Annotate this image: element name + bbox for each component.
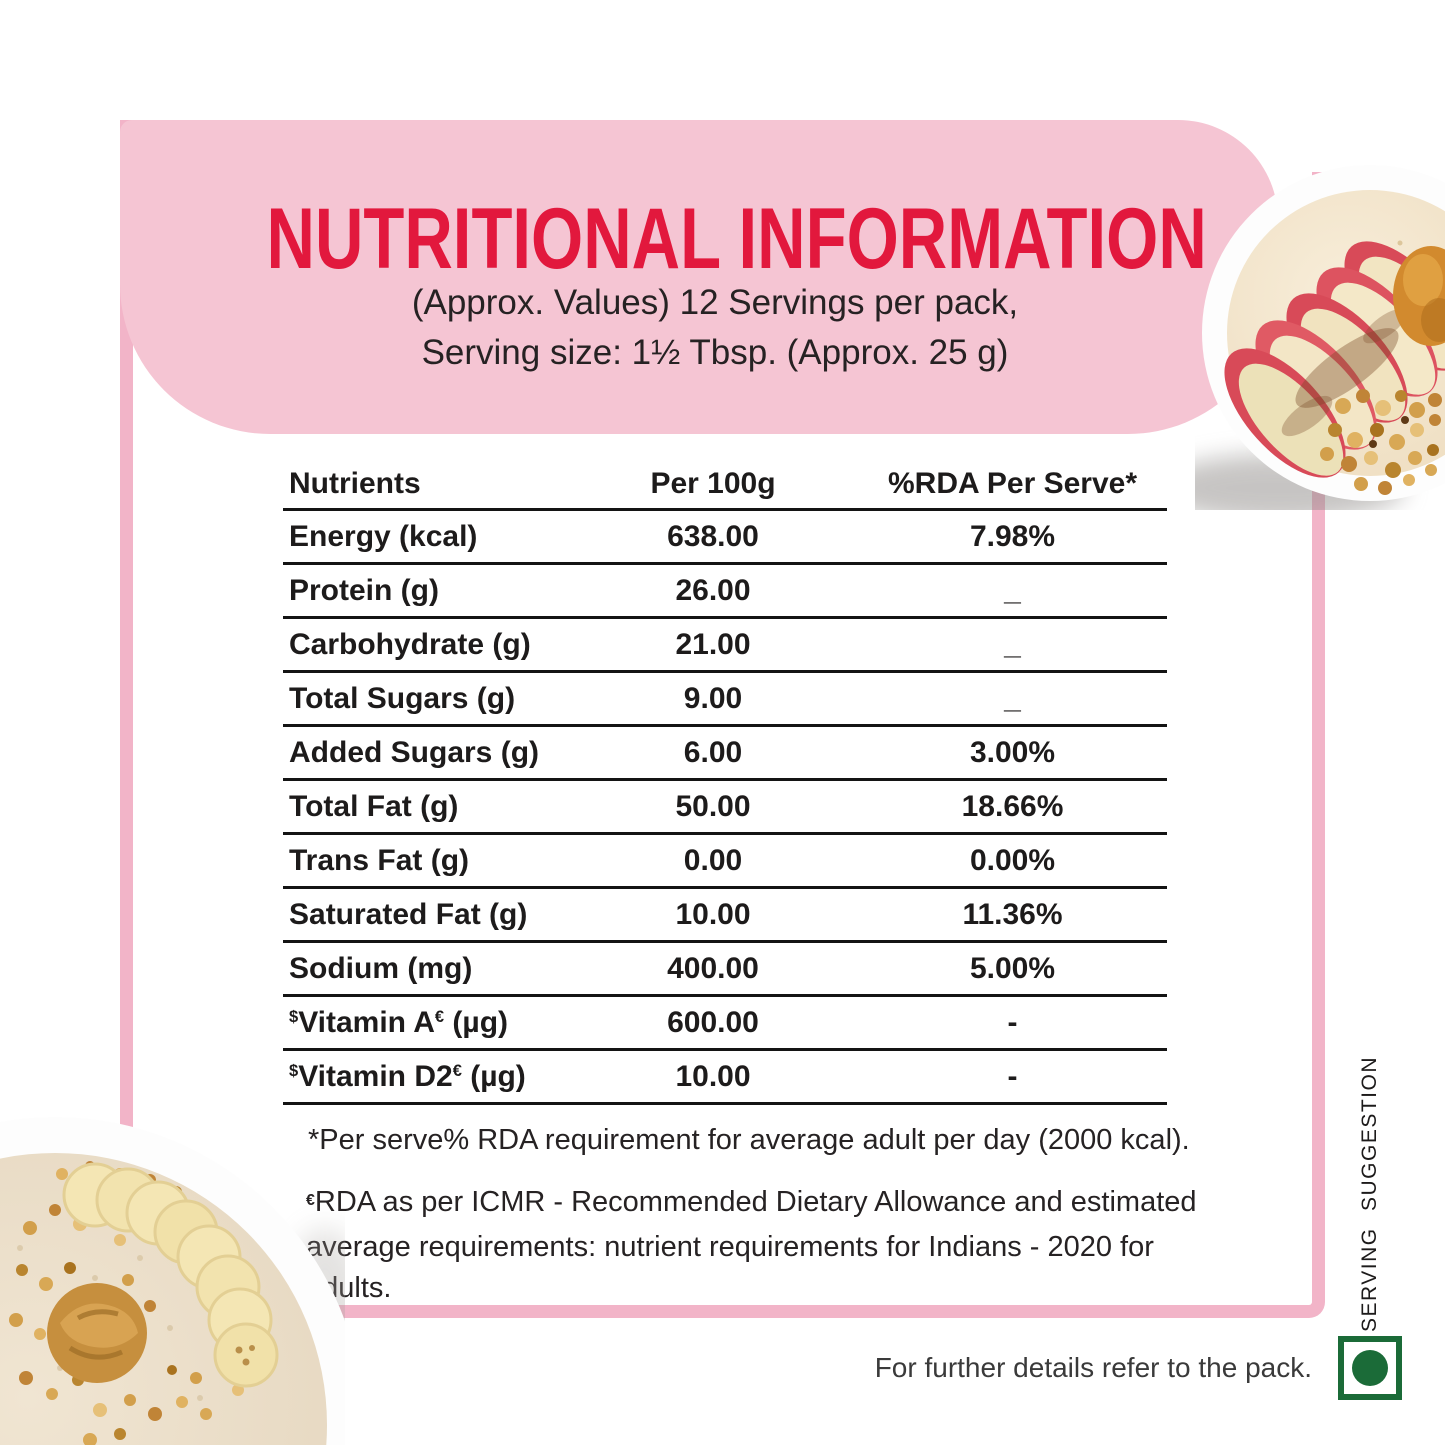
table-row: Total Fat (g) 50.00 18.66% (283, 778, 1167, 832)
column-header-per-100g: Per 100g (650, 467, 776, 500)
serving-info: (Approx. Values) 12 Servings per pack, S… (140, 278, 1290, 378)
table-row: Trans Fat (g) 0.00 0.00% (283, 832, 1167, 886)
per-100g-value: 400.00 (667, 951, 759, 985)
page-title: NUTRITIONAL INFORMATION (266, 191, 1207, 287)
nutrient-name: Added Sugars (g) (289, 735, 540, 769)
nutrient-name: Saturated Fat (g) (289, 897, 528, 931)
table-row: $Vitamin D2€ (µg) 10.00 - (283, 1048, 1167, 1102)
per-100g-value: 0.00 (683, 843, 743, 877)
smoothie-bowl-image (1195, 165, 1445, 510)
nutrient-name: Sodium (mg) (289, 951, 473, 985)
nutrient-unit: (µg) (461, 1059, 526, 1093)
rda-value: 3.00% (969, 735, 1056, 769)
rda-value: - (1007, 1059, 1018, 1093)
nutrient-name: Total Fat (g) (289, 789, 459, 823)
oatmeal-bowl-image (0, 1117, 345, 1445)
frame-corner-patch (1298, 112, 1362, 172)
vegetarian-dot (1352, 1350, 1388, 1386)
table-row: Saturated Fat (g) 10.00 11.36% (283, 886, 1167, 940)
further-details-text: For further details refer to the pack. (874, 1352, 1312, 1383)
table-row: Sodium (mg) 400.00 5.00% (283, 940, 1167, 994)
footnote-marker: * (308, 1124, 320, 1156)
per-100g-value: 6.00 (683, 735, 743, 769)
nutrient-name: $Vitamin A€ (µg) (283, 1006, 568, 1040)
per-100g-value: 9.00 (683, 681, 743, 715)
footnote-marker: € (434, 1008, 445, 1027)
table-body: Energy (kcal) 638.00 7.98% Protein (g) 2… (283, 508, 1167, 1105)
serving-info-line1: (Approx. Values) 12 Servings per pack, (411, 283, 1019, 322)
table-row: Protein (g) 26.00 _ (283, 562, 1167, 616)
table-row: Energy (kcal) 638.00 7.98% (283, 508, 1167, 562)
per-100g-value: 21.00 (675, 627, 751, 661)
table-row: Carbohydrate (g) 21.00 _ (283, 616, 1167, 670)
footnote-marker: $ (289, 1062, 299, 1081)
rda-value: 7.98% (969, 519, 1056, 553)
nutrient-name: Trans Fat (g) (289, 843, 470, 877)
rda-value: _ (1004, 681, 1021, 715)
header-pink-blob (120, 120, 1278, 434)
column-header-nutrients: Nutrients (289, 467, 421, 500)
per-100g-value: 50.00 (675, 789, 751, 823)
vegetarian-mark-icon (1338, 1336, 1402, 1400)
rda-value: 18.66% (961, 789, 1064, 823)
nutrient-name: Energy (kcal) (289, 519, 478, 553)
per-100g-value: 10.00 (675, 1059, 751, 1093)
rda-value: 0.00% (969, 843, 1056, 877)
rda-value: 5.00% (969, 951, 1056, 985)
rda-value: _ (1004, 573, 1021, 607)
per-100g-value: 10.00 (675, 897, 751, 931)
nutrient-name: Protein (g) (289, 573, 439, 607)
footnote-marker: € (452, 1062, 462, 1081)
footnote-marker: $ (289, 1008, 299, 1027)
rda-value: _ (1004, 627, 1021, 661)
serving-info-line2: Serving size: 1½ Tbsp. (Approx. 25 g) (421, 333, 1009, 372)
nutrient-name: Carbohydrate (g) (289, 627, 531, 661)
footnote-text: Per serve% RDA requirement for average a… (319, 1124, 1190, 1156)
table-row: Total Sugars (g) 9.00 _ (283, 670, 1167, 724)
table-header-row: Nutrients Per 100g %RDA Per Serve* (283, 460, 1167, 508)
serving-suggestion-label: SERVING SUGGESTION (1358, 1056, 1381, 1332)
per-100g-value: 600.00 (667, 1005, 759, 1039)
table-row: $Vitamin A€ (µg) 600.00 - (283, 994, 1167, 1048)
footnote-rda-per-serve: *Per serve% RDA requirement for average … (308, 1124, 1190, 1157)
footnote-text: RDA as per ICMR - Recommended Dietary Al… (306, 1186, 1197, 1304)
footnote-icmr: €RDA as per ICMR - Recommended Dietary A… (306, 1182, 1218, 1309)
footnote-marker: € (306, 1192, 315, 1210)
nutrient-unit: (µg) (444, 1005, 509, 1039)
nutrient-name: Total Sugars (g) (289, 681, 516, 715)
table-row: Added Sugars (g) 6.00 3.00% (283, 724, 1167, 778)
per-100g-value: 638.00 (667, 519, 759, 553)
column-header-rda: %RDA Per Serve* (887, 467, 1137, 500)
rda-value: - (1007, 1005, 1018, 1039)
per-100g-value: 26.00 (675, 573, 751, 607)
nutrient-name-text: Vitamin D2 (298, 1059, 453, 1093)
nutrition-table: Nutrients Per 100g %RDA Per Serve* Energ… (283, 460, 1167, 1105)
rda-value: 11.36% (962, 897, 1063, 931)
nutrient-name-text: Vitamin A (298, 1005, 435, 1039)
nutrient-name: $Vitamin D2€ (µg) (283, 1060, 568, 1094)
